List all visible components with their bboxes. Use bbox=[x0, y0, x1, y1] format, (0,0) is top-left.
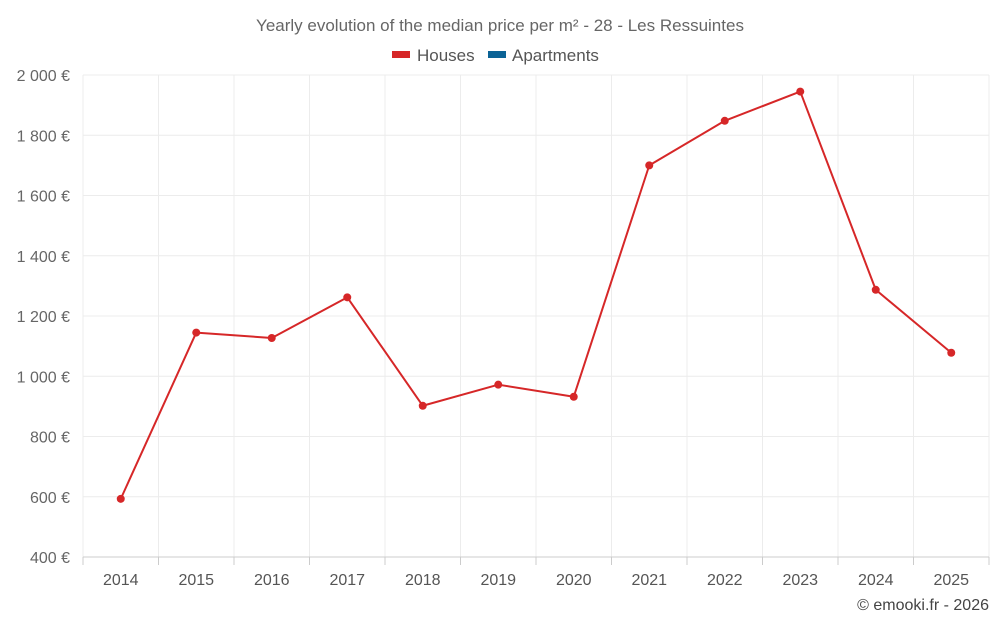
y-tick-label: 600 € bbox=[30, 490, 70, 507]
y-tick-label: 800 € bbox=[30, 430, 70, 447]
legend-swatch-houses bbox=[392, 51, 410, 58]
x-tick-label: 2019 bbox=[480, 572, 516, 589]
y-tick-label: 1 000 € bbox=[17, 369, 70, 386]
data-point bbox=[267, 333, 276, 342]
y-tick-label: 1 800 € bbox=[17, 128, 70, 145]
legend-swatch-apartments bbox=[488, 51, 506, 58]
y-tick-label: 1 200 € bbox=[17, 309, 70, 326]
x-tick-label: 2020 bbox=[556, 572, 592, 589]
chart-title: Yearly evolution of the median price per… bbox=[256, 16, 744, 35]
y-tick-label: 400 € bbox=[30, 550, 70, 567]
series-line-houses bbox=[119, 90, 952, 500]
x-tick-label: 2023 bbox=[782, 572, 818, 589]
y-tick-label: 1 600 € bbox=[17, 189, 70, 206]
x-tick-label: 2018 bbox=[405, 572, 441, 589]
data-point bbox=[192, 328, 201, 337]
data-point bbox=[796, 87, 805, 96]
data-point bbox=[116, 494, 125, 503]
y-tick-label: 1 400 € bbox=[17, 249, 70, 266]
legend-label-houses: Houses bbox=[417, 46, 475, 65]
x-tick-label: 2022 bbox=[707, 572, 743, 589]
y-axis-ticks: 400 € 600 € 800 € 1 000 € 1 200 € 1 400 € 1 60… bbox=[17, 68, 70, 567]
legend-label-apartments: Apartments bbox=[512, 46, 599, 65]
x-axis-ticks: 2014 2015 2016 2017 2018 2019 2020 2021 2022 2023… bbox=[103, 572, 969, 589]
legend: Houses Apartments bbox=[392, 46, 599, 65]
x-tick-label: 2014 bbox=[103, 572, 139, 589]
data-point bbox=[645, 161, 654, 170]
x-tick-label: 2017 bbox=[329, 572, 365, 589]
x-tick-label: 2016 bbox=[254, 572, 290, 589]
data-point bbox=[343, 293, 352, 302]
series-layer bbox=[116, 87, 956, 503]
data-point bbox=[494, 380, 503, 389]
data-point bbox=[569, 392, 578, 401]
data-point bbox=[418, 401, 427, 410]
x-tick-label: 2024 bbox=[858, 572, 894, 589]
x-tick-label: 2021 bbox=[631, 572, 667, 589]
credit-text: © emooki.fr - 2026 bbox=[857, 597, 989, 614]
y-tick-label: 2 000 € bbox=[17, 68, 70, 85]
data-point bbox=[871, 285, 880, 294]
data-point bbox=[720, 116, 729, 125]
data-point bbox=[947, 348, 956, 357]
x-tick-label: 2015 bbox=[178, 572, 214, 589]
grid bbox=[82, 74, 990, 565]
x-tick-label: 2025 bbox=[933, 572, 969, 589]
